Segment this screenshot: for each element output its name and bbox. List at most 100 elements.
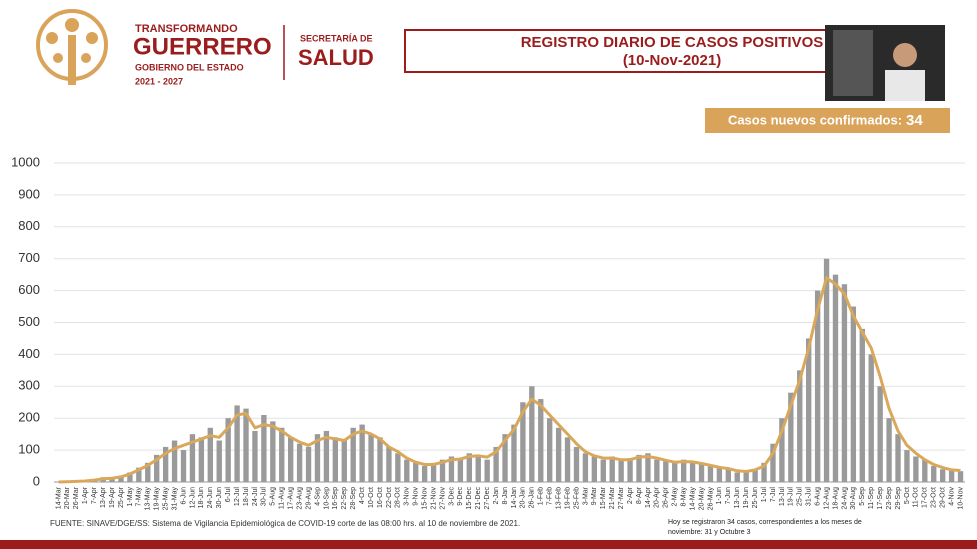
bar (761, 462, 767, 482)
note-line: Hoy se registraron 34 casos, correspondi… (668, 519, 862, 526)
x-tick-label: 16-Oct (377, 487, 384, 508)
bar (314, 434, 321, 482)
x-tick-label: 24-Jun (207, 487, 214, 509)
x-tick-label: 18-Aug (832, 487, 839, 510)
x-tick-label: 1-Jun (716, 487, 723, 505)
bar (707, 466, 714, 482)
x-tick-label: 4-Nov (948, 487, 955, 506)
y-tick-label: 200 (18, 410, 40, 425)
bar (788, 392, 794, 482)
bar (448, 456, 455, 482)
note-line: noviembre: 31 y Octubre 3 (668, 529, 751, 536)
bar (413, 462, 419, 482)
bar (234, 405, 240, 482)
bar (252, 430, 258, 482)
y-tick-label: 800 (18, 218, 40, 233)
x-tick-label: 10-Nov (957, 487, 964, 510)
bar (296, 443, 303, 482)
bar (288, 437, 294, 482)
x-tick-label: 5-Oct (904, 487, 911, 504)
x-tick-label: 19-Jun (743, 487, 750, 509)
dept-main: SALUD (298, 45, 374, 70)
x-tick-label: 29-Oct (940, 487, 947, 508)
x-tick-label: 15-Dec (466, 487, 473, 510)
x-tick-label: 3-Dec (448, 487, 455, 506)
bar (502, 434, 508, 482)
x-tick-label: 30-Aug (850, 487, 857, 510)
y-tick-label: 900 (18, 186, 40, 201)
bar (439, 459, 446, 482)
x-tick-label: 21-Dec (475, 487, 482, 510)
bar (743, 470, 749, 482)
bar (850, 306, 857, 482)
x-tick-label: 1-Feb (538, 487, 545, 505)
bar (931, 466, 937, 482)
bar (948, 470, 955, 482)
x-tick-label: 26-May (707, 487, 714, 511)
bar (154, 454, 160, 482)
bar (404, 459, 410, 482)
x-tick-label: 7-Apr (91, 486, 98, 504)
x-tick-label: 5-Sep (859, 487, 866, 506)
x-tick-label: 28-Sep (350, 487, 357, 510)
x-tick-label: 13-May (145, 487, 152, 511)
y-tick-label: 1000 (11, 154, 40, 169)
x-tick-label: 20-May (698, 487, 705, 511)
x-tick-label: 19-Feb (564, 487, 571, 509)
bar (109, 478, 115, 482)
footer-stripe (0, 540, 977, 549)
x-tick-label: 2-Jan (493, 487, 500, 505)
x-tick-label: 20-Apr (654, 486, 661, 508)
bar (341, 440, 347, 482)
bar (261, 415, 267, 482)
bar (689, 461, 696, 482)
x-tick-label: 13-Jul (779, 487, 786, 507)
x-tick-label: 26-Mar (73, 486, 80, 509)
bar (538, 399, 544, 482)
bar (368, 434, 374, 482)
x-tick-label: 30-Jun (216, 487, 223, 509)
x-tick-label: 13-Apr (100, 486, 107, 508)
x-tick-label: 26-Jan (529, 487, 536, 509)
bar (279, 427, 285, 482)
x-tick-label: 19-May (154, 487, 161, 511)
bar (198, 437, 205, 482)
x-tick-label: 6-Aug (814, 487, 821, 506)
x-tick-label: 21-Mar (609, 486, 616, 509)
x-tick-label: 1-May (127, 487, 134, 507)
x-tick-label: 15-Nov (421, 487, 428, 510)
bar (145, 462, 151, 482)
bar (207, 427, 213, 482)
x-tick-label: 7-May (136, 487, 143, 507)
x-tick-label: 6-Jul (225, 487, 232, 503)
x-tick-label: 10-Oct (368, 487, 375, 508)
y-tick-label: 100 (18, 442, 40, 457)
bar (529, 386, 535, 482)
x-tick-label: 6-Jun (180, 487, 187, 505)
bar (591, 456, 598, 482)
bar (618, 459, 624, 482)
video-overlay (825, 25, 945, 101)
x-tick-label: 11-Aug (279, 487, 286, 509)
x-tick-label: 22-Sep (341, 487, 348, 510)
bar (957, 471, 964, 482)
bar (770, 443, 776, 482)
bar (118, 475, 124, 482)
bar (511, 424, 517, 482)
x-tick-label: 24-Jul (252, 487, 259, 507)
x-tick-label: 25-Jun (752, 487, 759, 509)
bar (421, 466, 428, 482)
bar (806, 338, 812, 482)
bar (305, 446, 312, 482)
bar (180, 450, 187, 482)
bar (716, 467, 723, 482)
x-tick-label: 9-Dec (457, 487, 464, 506)
bar (171, 440, 178, 482)
bar (243, 408, 249, 482)
bar (698, 464, 705, 482)
x-tick-label: 14-May (689, 487, 696, 511)
bar (395, 453, 401, 482)
brand-years: 2021 - 2027 (135, 76, 183, 86)
bar (573, 446, 580, 482)
